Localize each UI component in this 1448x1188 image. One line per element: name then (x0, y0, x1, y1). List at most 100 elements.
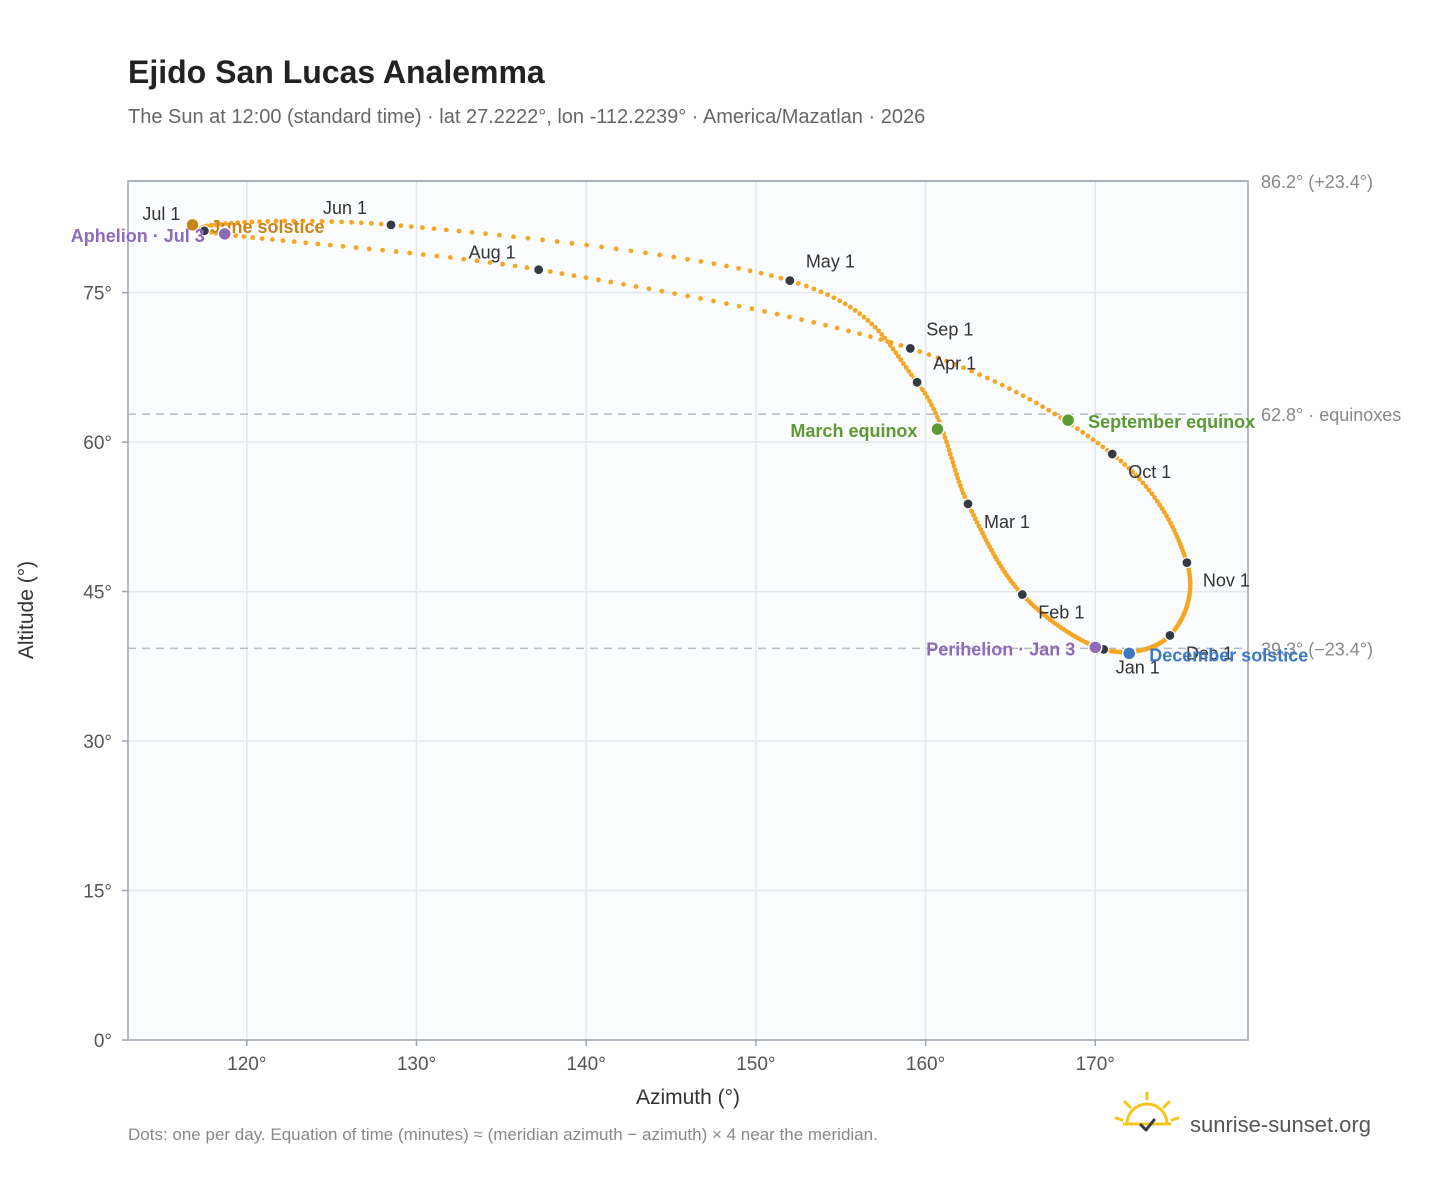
daily-dot (1085, 433, 1091, 439)
daily-dot (265, 218, 271, 224)
daily-dot (540, 237, 545, 243)
daily-dot (758, 270, 764, 276)
x-axis-ticks: 120° 130° 140° 150° 160° 170° (227, 1040, 1115, 1075)
daily-dot (1137, 476, 1142, 482)
daily-dot (956, 479, 962, 485)
event-marker (217, 226, 232, 242)
footnote: Dots: one per day. Equation of time (min… (128, 1125, 878, 1144)
daily-dot (834, 325, 840, 331)
x-tick-label: 160° (906, 1054, 945, 1075)
month-marker (911, 376, 923, 388)
daily-dot (811, 286, 817, 292)
daily-dot (961, 365, 966, 371)
daily-dot (927, 398, 932, 404)
event-label: June solstice (210, 217, 324, 237)
event-label: September equinox (1088, 412, 1255, 432)
brand-logo[interactable]: sunrise-sunset.org (1114, 1091, 1371, 1137)
daily-dot (947, 451, 953, 457)
daily-dot (353, 245, 359, 250)
grid-lines (128, 181, 1248, 1040)
daily-dot (483, 231, 488, 237)
daily-dot (946, 447, 952, 453)
daily-dot (837, 298, 843, 304)
daily-dot (842, 301, 848, 307)
daily-dot (955, 475, 961, 481)
month-marker (904, 342, 916, 355)
daily-dot (349, 219, 354, 225)
daily-dot (1159, 506, 1165, 511)
daily-dot (1168, 520, 1173, 526)
daily-dot (825, 292, 831, 298)
y-tick-label: 45° (83, 583, 112, 604)
daily-dot (497, 232, 502, 238)
daily-dot (407, 250, 413, 256)
daily-dot (259, 236, 265, 241)
y-axis-title: Altitude (°) (15, 561, 38, 659)
event-marker (930, 421, 945, 437)
daily-dot (500, 261, 506, 267)
month-label: Jul 1 (142, 204, 180, 224)
daily-dot (906, 368, 912, 374)
daily-dot (319, 218, 325, 224)
daily-dot (1143, 484, 1149, 489)
daily-dot (657, 252, 663, 258)
daily-dot (1020, 393, 1026, 399)
daily-dot (876, 328, 881, 334)
daily-dot (1100, 444, 1106, 450)
daily-dot (984, 375, 990, 381)
daily-dot (774, 311, 780, 317)
daily-dot (903, 364, 909, 370)
daily-dot (443, 227, 449, 233)
daily-dot (685, 256, 690, 262)
daily-dot (1164, 513, 1169, 519)
daily-dot (633, 284, 639, 289)
month-label: Oct 1 (1128, 462, 1171, 482)
daily-dot (711, 298, 716, 304)
daily-dot (878, 337, 884, 342)
daily-dot (999, 382, 1005, 388)
daily-dot (736, 303, 742, 309)
daily-dot (1152, 495, 1158, 500)
daily-dot (952, 362, 958, 367)
daily-dot (1027, 396, 1033, 402)
y-tick-label: 0° (94, 1031, 112, 1052)
daily-dot (1122, 462, 1128, 467)
daily-dot (241, 234, 247, 239)
daily-dot (972, 516, 978, 522)
daily-dot (1149, 491, 1155, 497)
daily-dot (954, 471, 959, 477)
daily-dot (1040, 404, 1046, 410)
daily-dot (340, 243, 346, 249)
daily-dot (1095, 440, 1101, 446)
daily-dot (1090, 437, 1096, 443)
month-marker (533, 264, 545, 276)
daily-dot (291, 218, 297, 224)
daily-dot (895, 353, 901, 359)
daily-dot (249, 219, 255, 225)
daily-dot (795, 280, 801, 286)
daily-dot (787, 314, 792, 320)
daily-dot (1161, 509, 1167, 515)
daily-dot (398, 223, 404, 229)
daily-dot (613, 246, 619, 252)
daily-dot (893, 350, 899, 355)
daily-dot (1146, 487, 1152, 493)
daily-dot (1130, 469, 1135, 475)
daily-dot (434, 253, 440, 259)
event-label: Aphelion · Jul 3 (71, 226, 205, 246)
daily-dot (865, 318, 871, 323)
daily-dot (698, 296, 703, 301)
daily-dot (420, 225, 425, 231)
daily-dot (944, 439, 949, 445)
daily-dot (447, 255, 453, 260)
daily-dot (269, 237, 275, 242)
daily-dot (922, 391, 928, 396)
daily-dot (366, 246, 372, 252)
daily-dot (949, 455, 954, 461)
daily-dot (233, 233, 239, 239)
daily-dot (646, 286, 652, 292)
daily-dot (280, 238, 286, 243)
daily-dot (920, 387, 925, 393)
daily-dot (846, 328, 851, 334)
